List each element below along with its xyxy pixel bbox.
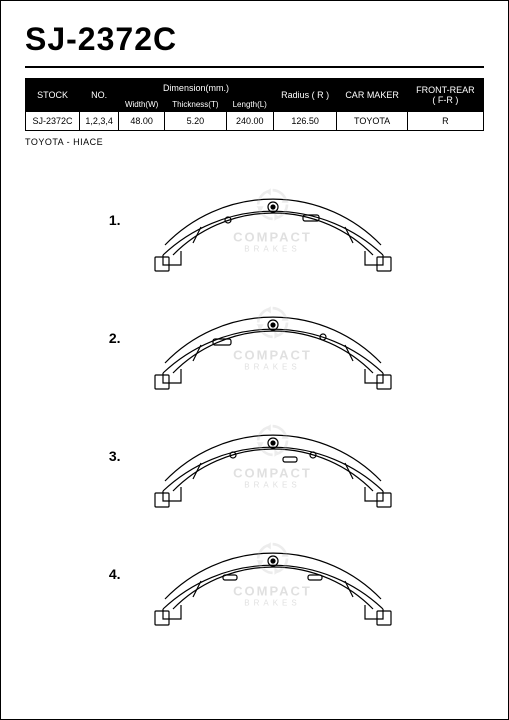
shoe-wrap: COMPACT BRAKES bbox=[133, 165, 413, 275]
diagram-list: 1. bbox=[25, 165, 484, 629]
shoe-wrap: COMPACT BRAKES bbox=[133, 283, 413, 393]
th-no: NO. bbox=[80, 79, 119, 112]
diagram-number: 2. bbox=[97, 330, 121, 346]
model-subtitle: TOYOTA - HIACE bbox=[25, 137, 484, 147]
diagram-row: 1. bbox=[25, 165, 484, 275]
cell-carmaker: TOYOTA bbox=[337, 112, 407, 131]
brake-shoe-diagram bbox=[133, 519, 413, 629]
th-dimension: Dimension(mm.) bbox=[119, 79, 274, 98]
cell-frontrear: R bbox=[407, 112, 483, 131]
shoe-wrap: COMPACT BRAKES bbox=[133, 519, 413, 629]
cell-width: 48.00 bbox=[119, 112, 165, 131]
part-title: SJ-2372C bbox=[25, 21, 484, 58]
th-radius: Radius ( R ) bbox=[273, 79, 337, 112]
diagram-row: 4. bbox=[25, 519, 484, 629]
cell-thickness: 5.20 bbox=[165, 112, 227, 131]
cell-no: 1,2,3,4 bbox=[80, 112, 119, 131]
cell-stock: SJ-2372C bbox=[26, 112, 80, 131]
table-row: SJ-2372C 1,2,3,4 48.00 5.20 240.00 126.5… bbox=[26, 112, 484, 131]
brake-shoe-diagram bbox=[133, 401, 413, 511]
th-carmaker: CAR MAKER bbox=[337, 79, 407, 112]
th-frontrear: FRONT-REAR ( F-R ) bbox=[407, 79, 483, 112]
th-length: Length(L) bbox=[226, 98, 273, 112]
divider bbox=[25, 66, 484, 68]
th-width: Width(W) bbox=[119, 98, 165, 112]
shoe-wrap: COMPACT BRAKES bbox=[133, 401, 413, 511]
th-stock: STOCK bbox=[26, 79, 80, 112]
diagram-row: 2. bbox=[25, 283, 484, 393]
cell-length: 240.00 bbox=[226, 112, 273, 131]
spec-table: STOCK NO. Dimension(mm.) Radius ( R ) CA… bbox=[25, 78, 484, 131]
diagram-row: 3. bbox=[25, 401, 484, 511]
diagram-number: 1. bbox=[97, 212, 121, 228]
brake-shoe-diagram bbox=[133, 165, 413, 275]
th-thickness: Thickness(T) bbox=[165, 98, 227, 112]
cell-radius: 126.50 bbox=[273, 112, 337, 131]
diagram-number: 4. bbox=[97, 566, 121, 582]
diagram-number: 3. bbox=[97, 448, 121, 464]
brake-shoe-diagram bbox=[133, 283, 413, 393]
